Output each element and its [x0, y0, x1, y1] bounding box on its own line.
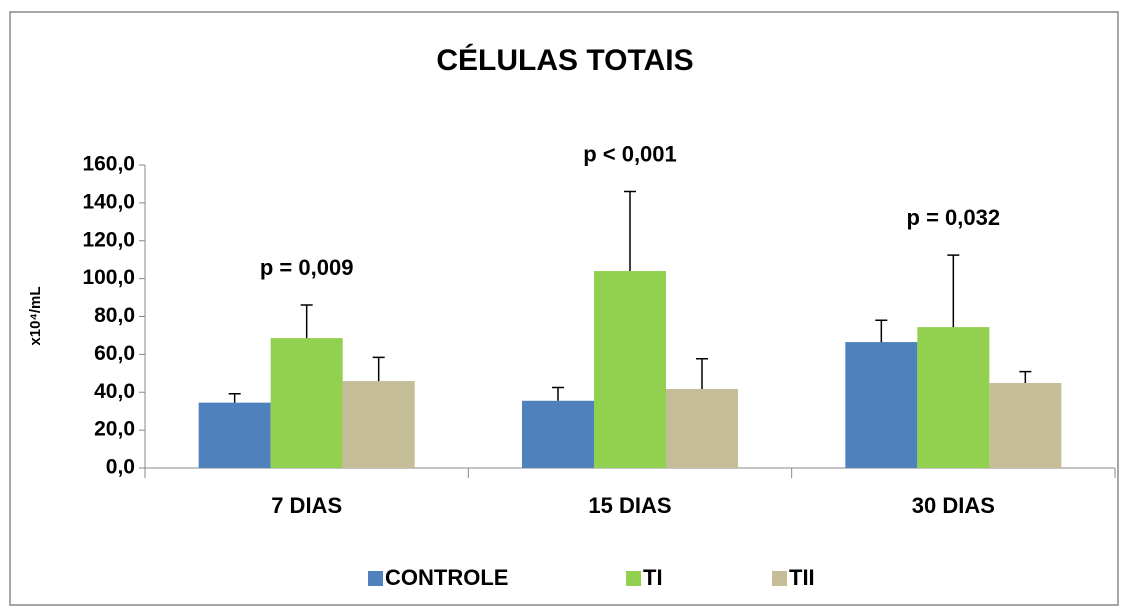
error-bar — [1019, 370, 1032, 383]
error-bar — [624, 190, 636, 272]
error-bar — [300, 304, 313, 339]
bar — [522, 400, 594, 468]
bar — [917, 327, 990, 468]
bar — [845, 342, 918, 468]
y-tick-label: 160,0 — [82, 153, 135, 176]
legend-swatch — [368, 571, 383, 586]
annotation: p < 0,001 — [583, 141, 677, 166]
chart-title: CÉLULAS TOTAIS — [436, 43, 693, 77]
annotation: p = 0,032 — [907, 205, 1001, 230]
error-bar — [947, 254, 960, 328]
bar — [594, 271, 666, 468]
legend-label: CONTROLE — [385, 565, 508, 590]
y-tick-label: 80,0 — [94, 304, 135, 327]
legend-swatch — [772, 571, 787, 586]
annotation: p = 0,009 — [260, 255, 354, 280]
bar — [270, 338, 343, 468]
y-tick-label: 60,0 — [94, 342, 135, 365]
bar — [989, 382, 1062, 468]
x-tick-label: 15 DIAS — [588, 493, 671, 518]
y-tick-label: 40,0 — [94, 380, 135, 403]
y-tick-label: 20,0 — [94, 418, 135, 441]
chart-frame — [9, 11, 1119, 606]
error-bar — [552, 386, 564, 401]
legend-label: TI — [643, 565, 663, 590]
y-tick-label: 100,0 — [82, 266, 135, 289]
error-bar — [875, 319, 888, 343]
error-bar — [372, 356, 385, 382]
x-tick-label: 30 DIAS — [912, 493, 995, 518]
x-tick-label: 7 DIAS — [271, 493, 342, 518]
y-axis-title: x10⁴/mL — [27, 286, 44, 345]
legend-label: TII — [789, 565, 815, 590]
legend-swatch — [626, 571, 641, 586]
error-bar — [696, 357, 708, 390]
error-bar — [228, 393, 241, 403]
y-tick-label: 0,0 — [106, 456, 135, 479]
y-tick-label: 120,0 — [82, 228, 135, 251]
y-tick-label: 140,0 — [82, 190, 135, 213]
bar — [342, 381, 415, 468]
bar — [666, 389, 738, 468]
bar — [198, 402, 271, 468]
